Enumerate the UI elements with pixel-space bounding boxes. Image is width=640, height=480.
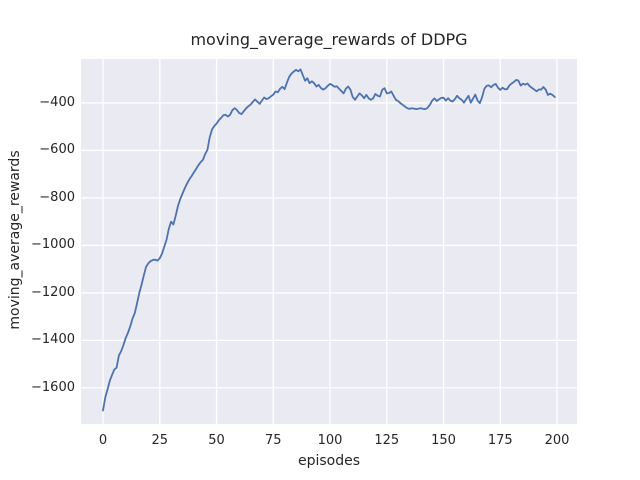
x-tick-label: 25 xyxy=(151,433,169,448)
x-tick-label: 200 xyxy=(544,433,570,448)
y-tick-label: −1600 xyxy=(31,379,75,395)
y-axis-label: moving_average_rewards xyxy=(7,150,23,330)
y-tick-label: −600 xyxy=(39,142,75,158)
y-tick-label: −1000 xyxy=(31,237,75,253)
plot-area xyxy=(81,59,577,424)
series-line-ddpg xyxy=(102,68,556,412)
y-tick-label: −1200 xyxy=(31,284,75,300)
x-axis-label: episodes xyxy=(297,453,361,469)
x-tick-label: 150 xyxy=(431,433,456,448)
x-tick-label: 100 xyxy=(317,433,343,448)
x-tick-label: 125 xyxy=(374,433,400,448)
x-tick-label: 175 xyxy=(487,433,513,448)
x-tick-label: 0 xyxy=(98,433,108,448)
plot-canvas xyxy=(81,59,577,424)
x-tick-label: 50 xyxy=(208,433,225,448)
chart-title: moving_average_rewards of DDPG xyxy=(190,30,468,49)
y-tick-label: −800 xyxy=(39,189,75,205)
y-tick-label: −400 xyxy=(39,94,75,110)
x-tick-label: 75 xyxy=(264,433,282,448)
y-tick-label: −1400 xyxy=(31,332,75,348)
axes-background xyxy=(81,59,577,424)
